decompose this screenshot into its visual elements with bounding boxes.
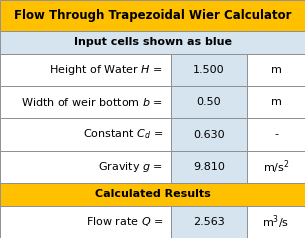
Bar [247, 86, 305, 119]
Text: Constant $C_d$ =: Constant $C_d$ = [83, 128, 163, 141]
Bar [0, 151, 171, 183]
Text: Width of weir bottom $b$ =: Width of weir bottom $b$ = [21, 96, 163, 108]
Text: m/s$^2$: m/s$^2$ [263, 158, 289, 176]
Bar [247, 151, 305, 183]
Bar [171, 206, 247, 238]
Text: m$^3$/s: m$^3$/s [262, 213, 290, 231]
Bar [0, 119, 171, 151]
Text: m: m [271, 65, 282, 75]
Bar [0, 54, 171, 86]
Text: Height of Water $H$ =: Height of Water $H$ = [49, 63, 163, 77]
Bar [171, 86, 247, 119]
Bar [171, 54, 247, 86]
Text: 0.630: 0.630 [193, 129, 225, 139]
Bar [247, 206, 305, 238]
Bar [0, 183, 305, 206]
Text: Flow Through Trapezoidal Wier Calculator: Flow Through Trapezoidal Wier Calculator [14, 9, 291, 22]
Text: m: m [271, 97, 282, 107]
Bar [171, 119, 247, 151]
Bar [171, 151, 247, 183]
Bar [0, 86, 171, 119]
Text: 9.810: 9.810 [193, 162, 225, 172]
Text: Flow rate $Q$ =: Flow rate $Q$ = [86, 215, 163, 228]
Text: 0.50: 0.50 [197, 97, 221, 107]
Text: 2.563: 2.563 [193, 217, 225, 227]
Text: Gravity $g$ =: Gravity $g$ = [98, 160, 163, 174]
Text: Calculated Results: Calculated Results [95, 189, 210, 199]
Text: Input cells shown as blue: Input cells shown as blue [74, 37, 231, 47]
Bar [0, 206, 171, 238]
Bar [0, 0, 305, 31]
Bar [247, 119, 305, 151]
Bar [0, 31, 305, 54]
Text: 1.500: 1.500 [193, 65, 225, 75]
Text: -: - [274, 129, 278, 139]
Bar [247, 54, 305, 86]
